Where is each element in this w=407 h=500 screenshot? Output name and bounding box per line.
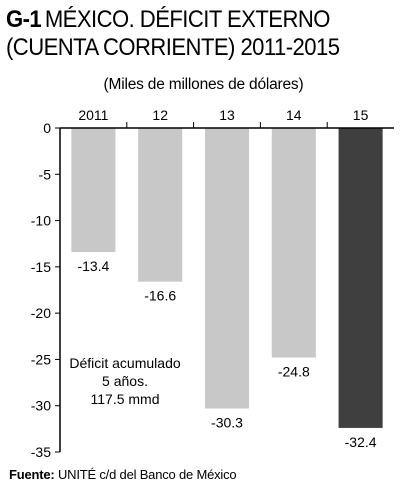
x-tick-label: 12 <box>152 107 168 123</box>
y-tick-label: -30 <box>31 398 51 414</box>
bar-12 <box>138 128 183 282</box>
y-tick-label: -15 <box>31 259 51 275</box>
y-tick-label: 0 <box>43 120 51 136</box>
chart-title-text: MÉXICO. DÉFICIT EXTERNO (CUENTA CORRIENT… <box>6 6 340 61</box>
bar-13 <box>204 128 250 409</box>
source-label: Fuente: <box>9 467 55 482</box>
bar-14 <box>271 128 316 358</box>
x-tick-label: 14 <box>286 107 302 123</box>
y-tick-label: -35 <box>31 444 51 460</box>
chart-source: Fuente: UNITÉ c/d del Banco de México <box>9 467 237 483</box>
annotation-line-3: 117.5 mmd <box>91 391 160 407</box>
chart-code: G-1 <box>6 6 42 33</box>
annotation-line-1: Déficit acumulado <box>69 355 180 371</box>
source-text: UNITÉ c/d del Banco de México <box>57 467 237 482</box>
bar-value-label: -32.4 <box>345 434 377 450</box>
annotation-line-2: 5 años. <box>102 373 148 389</box>
x-tick-label: 13 <box>219 107 235 123</box>
y-tick-label: -20 <box>31 305 51 321</box>
y-tick-label: -5 <box>39 166 52 182</box>
chart-title: G-1 MÉXICO. DÉFICIT EXTERNO (CUENTA CORRI… <box>6 6 372 62</box>
chart-subtitle: (Miles de millones de dólares) <box>103 76 304 93</box>
bar-15 <box>338 128 383 428</box>
y-tick-label: -25 <box>31 351 51 367</box>
x-tick-label: 2011 <box>78 107 108 123</box>
bar-value-label: -24.8 <box>278 364 310 380</box>
y-tick-label: -10 <box>31 213 51 229</box>
bar-2011 <box>71 128 116 253</box>
bar-value-label: -13.4 <box>77 258 109 274</box>
x-tick-label: 15 <box>353 107 369 123</box>
bar-value-label: -30.3 <box>211 414 243 430</box>
bar-value-label: -16.6 <box>144 288 176 304</box>
